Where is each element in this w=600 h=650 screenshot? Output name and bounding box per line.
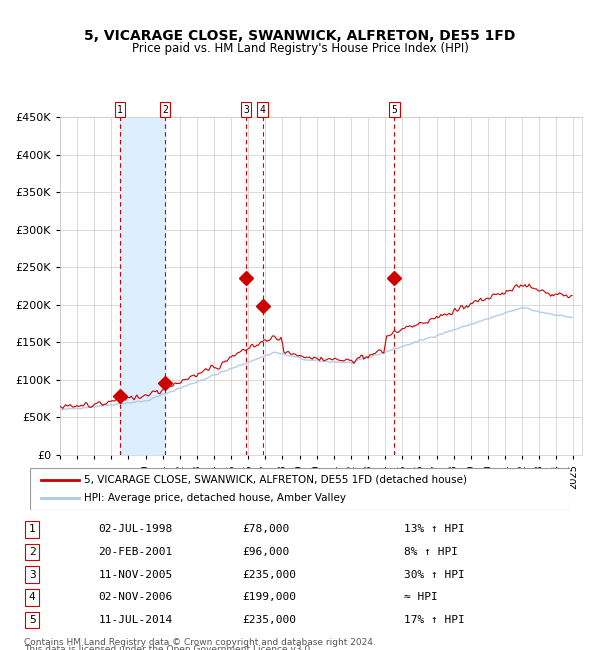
Text: 5: 5: [29, 615, 35, 625]
Text: 4: 4: [29, 592, 35, 603]
FancyBboxPatch shape: [30, 468, 570, 510]
Text: 4: 4: [260, 105, 266, 115]
Text: 2: 2: [162, 105, 168, 115]
Text: £235,000: £235,000: [242, 570, 296, 580]
Bar: [120, 117, 165, 455]
Text: £78,000: £78,000: [242, 525, 290, 534]
Text: 5: 5: [391, 105, 397, 115]
Text: 5, VICARAGE CLOSE, SWANWICK, ALFRETON, DE55 1FD: 5, VICARAGE CLOSE, SWANWICK, ALFRETON, D…: [85, 29, 515, 44]
Text: 20-FEB-2001: 20-FEB-2001: [98, 547, 173, 557]
Text: 11-NOV-2005: 11-NOV-2005: [98, 570, 173, 580]
Text: 1: 1: [117, 105, 123, 115]
Text: 11-JUL-2014: 11-JUL-2014: [98, 615, 173, 625]
Text: 3: 3: [243, 105, 249, 115]
Text: 2: 2: [29, 547, 35, 557]
Text: This data is licensed under the Open Government Licence v3.0.: This data is licensed under the Open Gov…: [24, 645, 313, 650]
Text: £235,000: £235,000: [242, 615, 296, 625]
Text: ≈ HPI: ≈ HPI: [404, 592, 437, 603]
Text: 17% ↑ HPI: 17% ↑ HPI: [404, 615, 464, 625]
Text: 3: 3: [29, 570, 35, 580]
Text: 8% ↑ HPI: 8% ↑ HPI: [404, 547, 458, 557]
Text: 5, VICARAGE CLOSE, SWANWICK, ALFRETON, DE55 1FD (detached house): 5, VICARAGE CLOSE, SWANWICK, ALFRETON, D…: [84, 475, 467, 485]
Text: HPI: Average price, detached house, Amber Valley: HPI: Average price, detached house, Ambe…: [84, 493, 346, 503]
Text: £96,000: £96,000: [242, 547, 290, 557]
Text: Contains HM Land Registry data © Crown copyright and database right 2024.: Contains HM Land Registry data © Crown c…: [24, 638, 376, 647]
Text: 1: 1: [29, 525, 35, 534]
Text: Price paid vs. HM Land Registry's House Price Index (HPI): Price paid vs. HM Land Registry's House …: [131, 42, 469, 55]
Text: 30% ↑ HPI: 30% ↑ HPI: [404, 570, 464, 580]
Text: 02-JUL-1998: 02-JUL-1998: [98, 525, 173, 534]
Text: 13% ↑ HPI: 13% ↑ HPI: [404, 525, 464, 534]
Text: £199,000: £199,000: [242, 592, 296, 603]
Text: 02-NOV-2006: 02-NOV-2006: [98, 592, 173, 603]
